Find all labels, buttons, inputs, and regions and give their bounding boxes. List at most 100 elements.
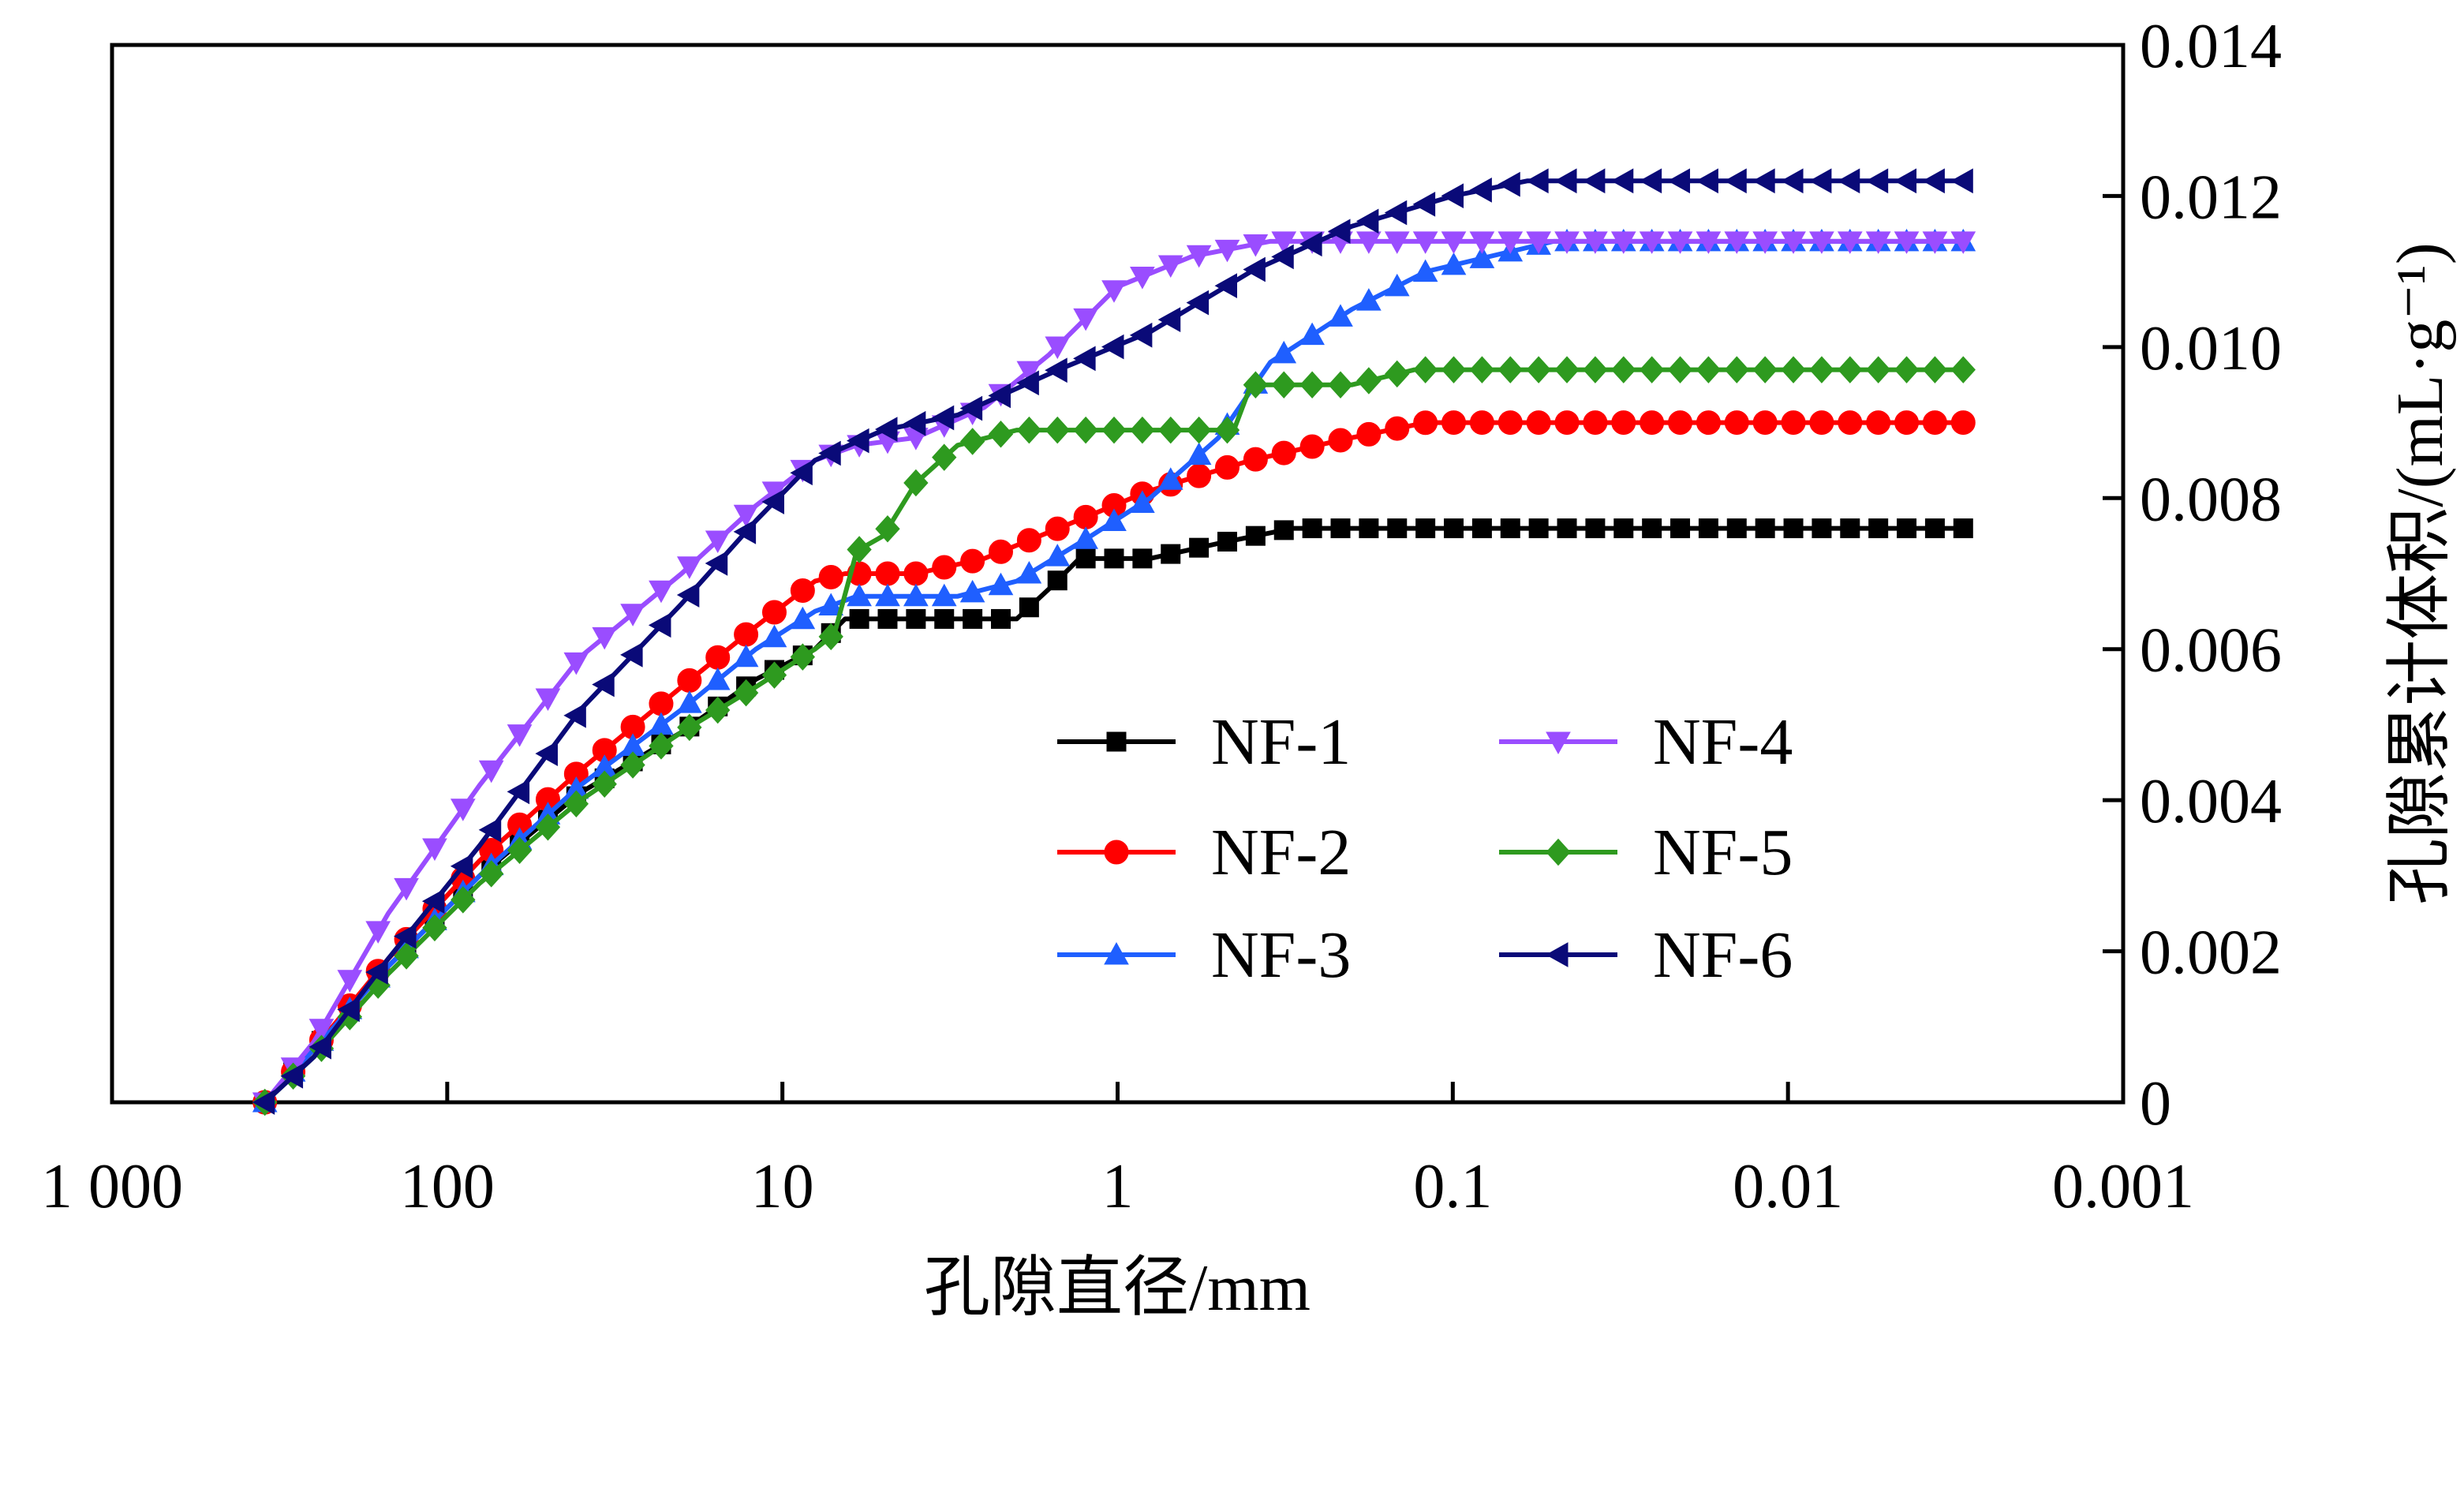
data-point [1950,231,1976,254]
data-point [1726,518,1747,539]
y-tick-label: 0.014 [2140,12,2282,81]
data-point [1865,356,1891,383]
data-point [1526,410,1551,436]
data-point [1469,231,1495,254]
data-point [1073,308,1098,331]
data-point [563,790,589,817]
data-point [1526,231,1552,254]
y-tick-label: 0.004 [2140,767,2282,836]
data-point [450,853,473,879]
data-point [733,679,759,707]
data-point [988,539,1013,564]
data-point [1868,518,1889,539]
data-point [337,997,360,1023]
data-point [934,608,955,629]
data-point [1328,304,1353,327]
data-point [1130,416,1155,444]
data-point [1894,356,1920,383]
data-point [1444,518,1464,539]
y-tick-label: 0.008 [2140,465,2282,534]
data-point [932,443,957,471]
data-point [1809,356,1834,383]
data-point [676,556,702,579]
data-point [906,608,926,629]
data-point [849,608,869,629]
data-point [1696,231,1722,254]
data-point [818,623,843,651]
legend-label: NF-1 [1211,705,1351,779]
data-point [535,813,561,841]
data-point [1950,356,1976,383]
data-point [705,696,731,724]
data-point [1073,526,1098,549]
data-point [1161,544,1181,564]
data-point [1642,518,1662,539]
data-point [1045,357,1067,383]
data-point [1016,361,1042,384]
data-point [365,921,391,944]
data-point [1073,504,1098,529]
data-point [1639,356,1665,383]
data-point [1330,518,1351,539]
data-point [1299,231,1322,257]
data-point [1755,518,1775,539]
data-point [733,644,759,668]
data-point [818,593,844,616]
data-point [1838,356,1863,383]
data-point [1469,410,1494,436]
data-point [761,661,787,689]
x-tick-label: 10 [751,1152,814,1221]
data-point [1583,231,1608,254]
data-point [1497,171,1520,197]
data-point [1327,219,1351,245]
data-point [1922,168,1945,194]
data-point [1865,231,1891,254]
data-point [1016,416,1042,444]
data-point [1752,410,1778,436]
x-tick-label: 1 000 [41,1152,183,1221]
data-point [422,914,447,942]
data-point [1840,518,1860,539]
data-point [648,612,671,638]
data-point [1812,518,1832,539]
data-point [1243,256,1266,282]
data-point [1724,410,1749,436]
data-point [1554,410,1580,436]
y-tick-label: 0.002 [2140,918,2282,988]
data-point [677,668,702,693]
data-point [1016,560,1042,584]
data-point [1526,168,1549,194]
data-point [1243,447,1268,472]
data-point [1667,356,1693,383]
data-point [1611,356,1636,383]
data-point [1385,416,1410,441]
data-point [1356,288,1382,311]
y-tick-label: 0.012 [2140,163,2282,232]
legend-item-nf-3: NF-3 [1057,918,1351,992]
data-point [988,383,1011,409]
data-point [308,1019,335,1042]
data-point [649,580,674,604]
legend-marker [1104,941,1129,965]
data-point [960,548,985,574]
data-point [1752,356,1778,383]
data-point [1752,168,1775,194]
x-tick-label: 0.1 [1413,1152,1492,1221]
data-point [1469,356,1495,383]
data-point [1808,168,1832,194]
data-point [1526,356,1551,383]
data-point [1271,371,1296,398]
data-point [1157,467,1183,490]
data-point [705,667,731,690]
data-point [818,440,841,466]
data-point [1441,356,1467,383]
data-point [308,1034,331,1060]
data-point [1696,356,1722,383]
data-point [1950,168,1973,194]
data-point [761,489,784,514]
data-point [1640,410,1665,436]
x-tick-label: 0.001 [2052,1152,2194,1221]
legend-label: NF-5 [1653,816,1793,889]
data-point [1073,416,1098,444]
